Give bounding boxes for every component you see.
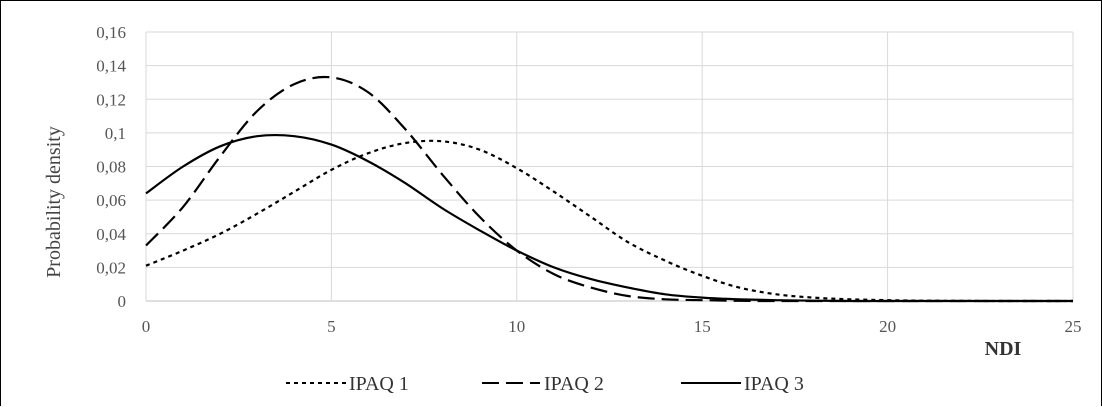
legend-label-ipaq-3: IPAQ 3 xyxy=(744,373,804,395)
x-tick-label: 10 xyxy=(508,317,525,336)
y-tick-label: 0,06 xyxy=(96,191,126,210)
series-layer xyxy=(145,75,1073,303)
y-tick-label: 0,1 xyxy=(105,124,126,143)
legend-item-ipaq-3: IPAQ 3 xyxy=(681,373,804,395)
y-tick-label: 0,12 xyxy=(96,90,126,109)
y-tick-label: 0,14 xyxy=(96,57,126,76)
legend-label-ipaq-1: IPAQ 1 xyxy=(349,373,409,395)
legend-item-ipaq-2: IPAQ 2 xyxy=(482,373,604,395)
x-tick-label: 25 xyxy=(1065,317,1082,336)
y-tick-label: 0,08 xyxy=(96,158,126,177)
y-tick-label: 0 xyxy=(118,292,127,311)
grid-layer xyxy=(145,31,1074,302)
x-axis-label: NDI xyxy=(985,338,1022,360)
y-tick-labels: 0 0,02 0,04 0,06 0,08 0,1 0,12 0,14 0,16 xyxy=(96,23,126,311)
y-tick-label: 0,02 xyxy=(96,258,126,277)
series-line-ipaq-2 xyxy=(145,75,1073,303)
x-tick-labels: 0 5 10 15 20 25 xyxy=(142,317,1082,336)
y-tick-label: 0,16 xyxy=(96,23,126,42)
y-axis-label: Probability density xyxy=(43,126,65,278)
x-tick-label: 5 xyxy=(327,317,336,336)
series-line-ipaq-3 xyxy=(145,133,1073,303)
x-tick-label: 15 xyxy=(694,317,711,336)
x-tick-label: 20 xyxy=(879,317,896,336)
legend: IPAQ 1 IPAQ 2 IPAQ 3 xyxy=(286,373,804,395)
series-line-ipaq-1 xyxy=(145,139,1073,303)
x-tick-label: 0 xyxy=(142,317,151,336)
y-tick-label: 0,04 xyxy=(96,225,126,244)
legend-label-ipaq-2: IPAQ 2 xyxy=(544,373,604,395)
legend-item-ipaq-1: IPAQ 1 xyxy=(286,373,409,395)
